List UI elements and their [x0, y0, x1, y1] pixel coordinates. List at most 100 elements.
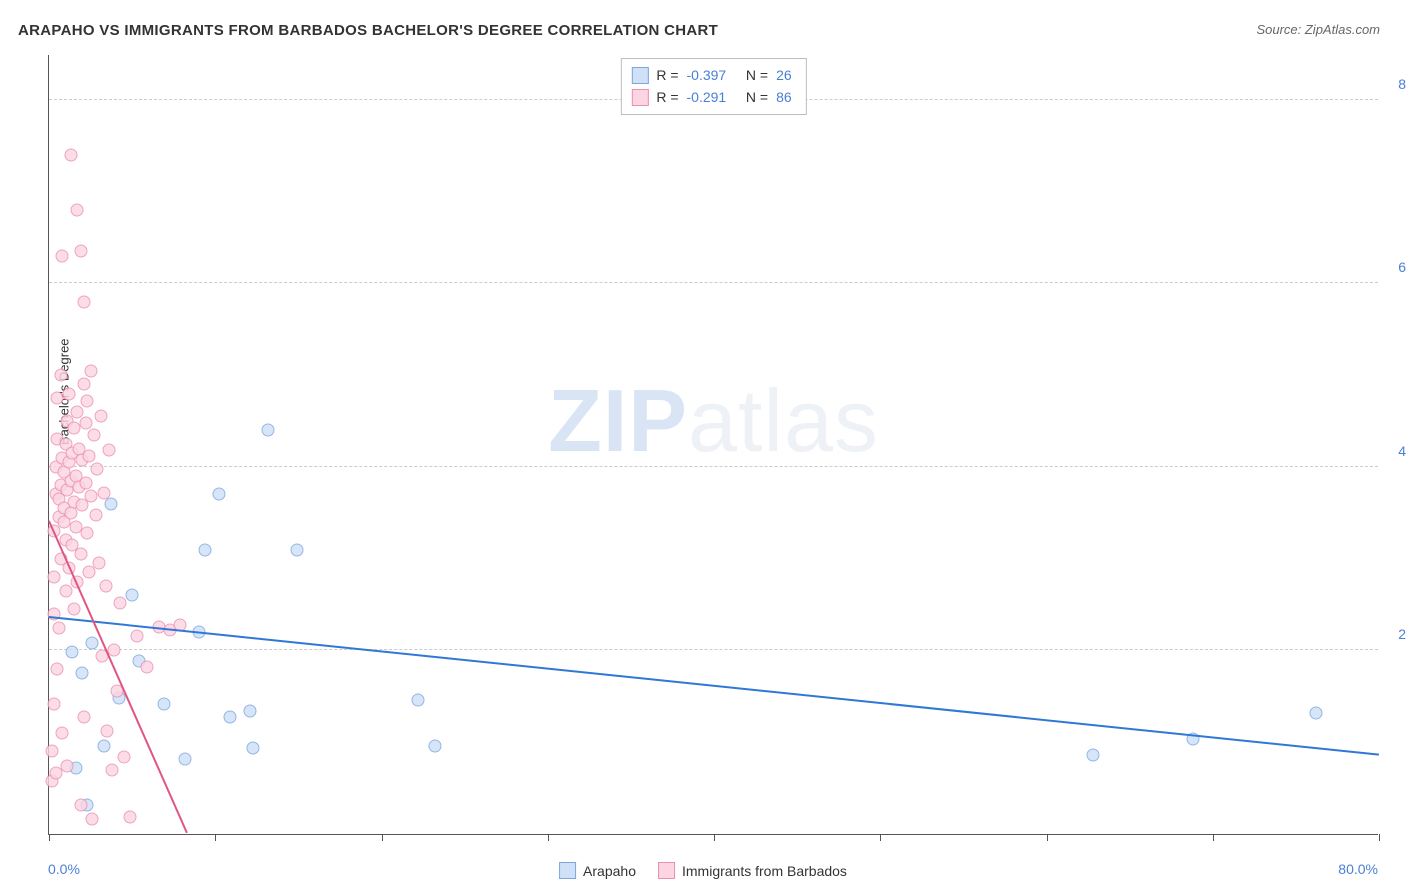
- x-tick: [215, 834, 216, 841]
- x-axis-max-label: 80.0%: [1338, 861, 1378, 877]
- data-point: [91, 462, 104, 475]
- y-tick-label: 60.0%: [1386, 259, 1406, 275]
- data-point: [47, 697, 60, 710]
- data-point: [131, 629, 144, 642]
- watermark-light: atlas: [688, 371, 879, 470]
- x-tick: [49, 834, 50, 841]
- data-point: [76, 667, 89, 680]
- data-point: [49, 767, 62, 780]
- data-point: [51, 662, 64, 675]
- data-point: [77, 710, 90, 723]
- data-point: [64, 148, 77, 161]
- data-point: [64, 506, 77, 519]
- legend-swatch: [631, 89, 648, 106]
- data-point: [46, 745, 59, 758]
- legend-row: R = -0.397 N = 26: [631, 64, 791, 86]
- data-point: [262, 424, 275, 437]
- legend-label: Immigrants from Barbados: [682, 863, 847, 879]
- trend-line: [49, 616, 1379, 756]
- data-point: [87, 428, 100, 441]
- data-point: [101, 725, 114, 738]
- data-point: [104, 497, 117, 510]
- data-point: [47, 571, 60, 584]
- legend-r-value: -0.397: [687, 64, 727, 86]
- data-point: [247, 741, 260, 754]
- data-point: [1309, 706, 1322, 719]
- data-point: [124, 811, 137, 824]
- data-point: [97, 739, 110, 752]
- legend-r-value: -0.291: [687, 86, 727, 108]
- legend-item: Immigrants from Barbados: [658, 862, 847, 879]
- data-point: [114, 596, 127, 609]
- data-point: [244, 705, 257, 718]
- trend-line: [48, 521, 188, 834]
- data-point: [82, 449, 95, 462]
- legend-item: Arapaho: [559, 862, 636, 879]
- legend-row: R = -0.291 N = 86: [631, 86, 791, 108]
- data-point: [224, 710, 237, 723]
- legend-swatch: [631, 67, 648, 84]
- data-point: [74, 798, 87, 811]
- data-point: [77, 295, 90, 308]
- y-tick-label: 20.0%: [1386, 626, 1406, 642]
- data-point: [99, 580, 112, 593]
- x-tick: [382, 834, 383, 841]
- data-point: [81, 394, 94, 407]
- data-point: [86, 637, 99, 650]
- x-tick: [1213, 834, 1214, 841]
- data-point: [117, 750, 130, 763]
- x-tick: [1379, 834, 1380, 841]
- data-point: [77, 378, 90, 391]
- data-point: [74, 548, 87, 561]
- legend-n-label: N =: [734, 86, 768, 108]
- watermark: ZIPatlas: [548, 370, 879, 472]
- data-point: [290, 543, 303, 556]
- data-point: [71, 204, 84, 217]
- legend-r-label: R =: [656, 64, 678, 86]
- series-legend: Arapaho Immigrants from Barbados: [559, 862, 847, 879]
- data-point: [56, 249, 69, 262]
- source-attribution: Source: ZipAtlas.com: [1256, 22, 1380, 37]
- data-point: [81, 527, 94, 540]
- legend-swatch: [559, 862, 576, 879]
- legend-n-value: 86: [776, 86, 792, 108]
- x-tick: [548, 834, 549, 841]
- data-point: [157, 697, 170, 710]
- data-point: [67, 603, 80, 616]
- data-point: [102, 444, 115, 457]
- data-point: [94, 410, 107, 423]
- data-point: [141, 661, 154, 674]
- data-point: [86, 813, 99, 826]
- data-point: [412, 694, 425, 707]
- legend-r-label: R =: [656, 86, 678, 108]
- data-point: [428, 739, 441, 752]
- legend-swatch: [658, 862, 675, 879]
- data-point: [179, 752, 192, 765]
- data-point: [52, 622, 65, 635]
- data-point: [89, 508, 102, 521]
- data-point: [66, 646, 79, 659]
- data-point: [126, 589, 139, 602]
- data-point: [74, 245, 87, 258]
- legend-n-label: N =: [734, 64, 768, 86]
- plot-area: ZIPatlas Bachelor's Degree R = -0.397 N …: [48, 55, 1378, 835]
- data-point: [106, 763, 119, 776]
- watermark-bold: ZIP: [548, 371, 688, 470]
- x-axis-origin-label: 0.0%: [48, 861, 80, 877]
- legend-label: Arapaho: [583, 863, 636, 879]
- gridline: [49, 282, 1378, 283]
- y-tick-label: 80.0%: [1386, 76, 1406, 92]
- data-point: [54, 369, 67, 382]
- gridline: [49, 466, 1378, 467]
- data-point: [79, 416, 92, 429]
- legend-n-value: 26: [776, 64, 792, 86]
- correlation-legend: R = -0.397 N = 26R = -0.291 N = 86: [620, 58, 806, 115]
- x-tick: [1047, 834, 1048, 841]
- x-tick: [714, 834, 715, 841]
- data-point: [56, 727, 69, 740]
- x-tick: [880, 834, 881, 841]
- data-point: [61, 760, 74, 773]
- gridline: [49, 649, 1378, 650]
- data-point: [212, 488, 225, 501]
- data-point: [84, 490, 97, 503]
